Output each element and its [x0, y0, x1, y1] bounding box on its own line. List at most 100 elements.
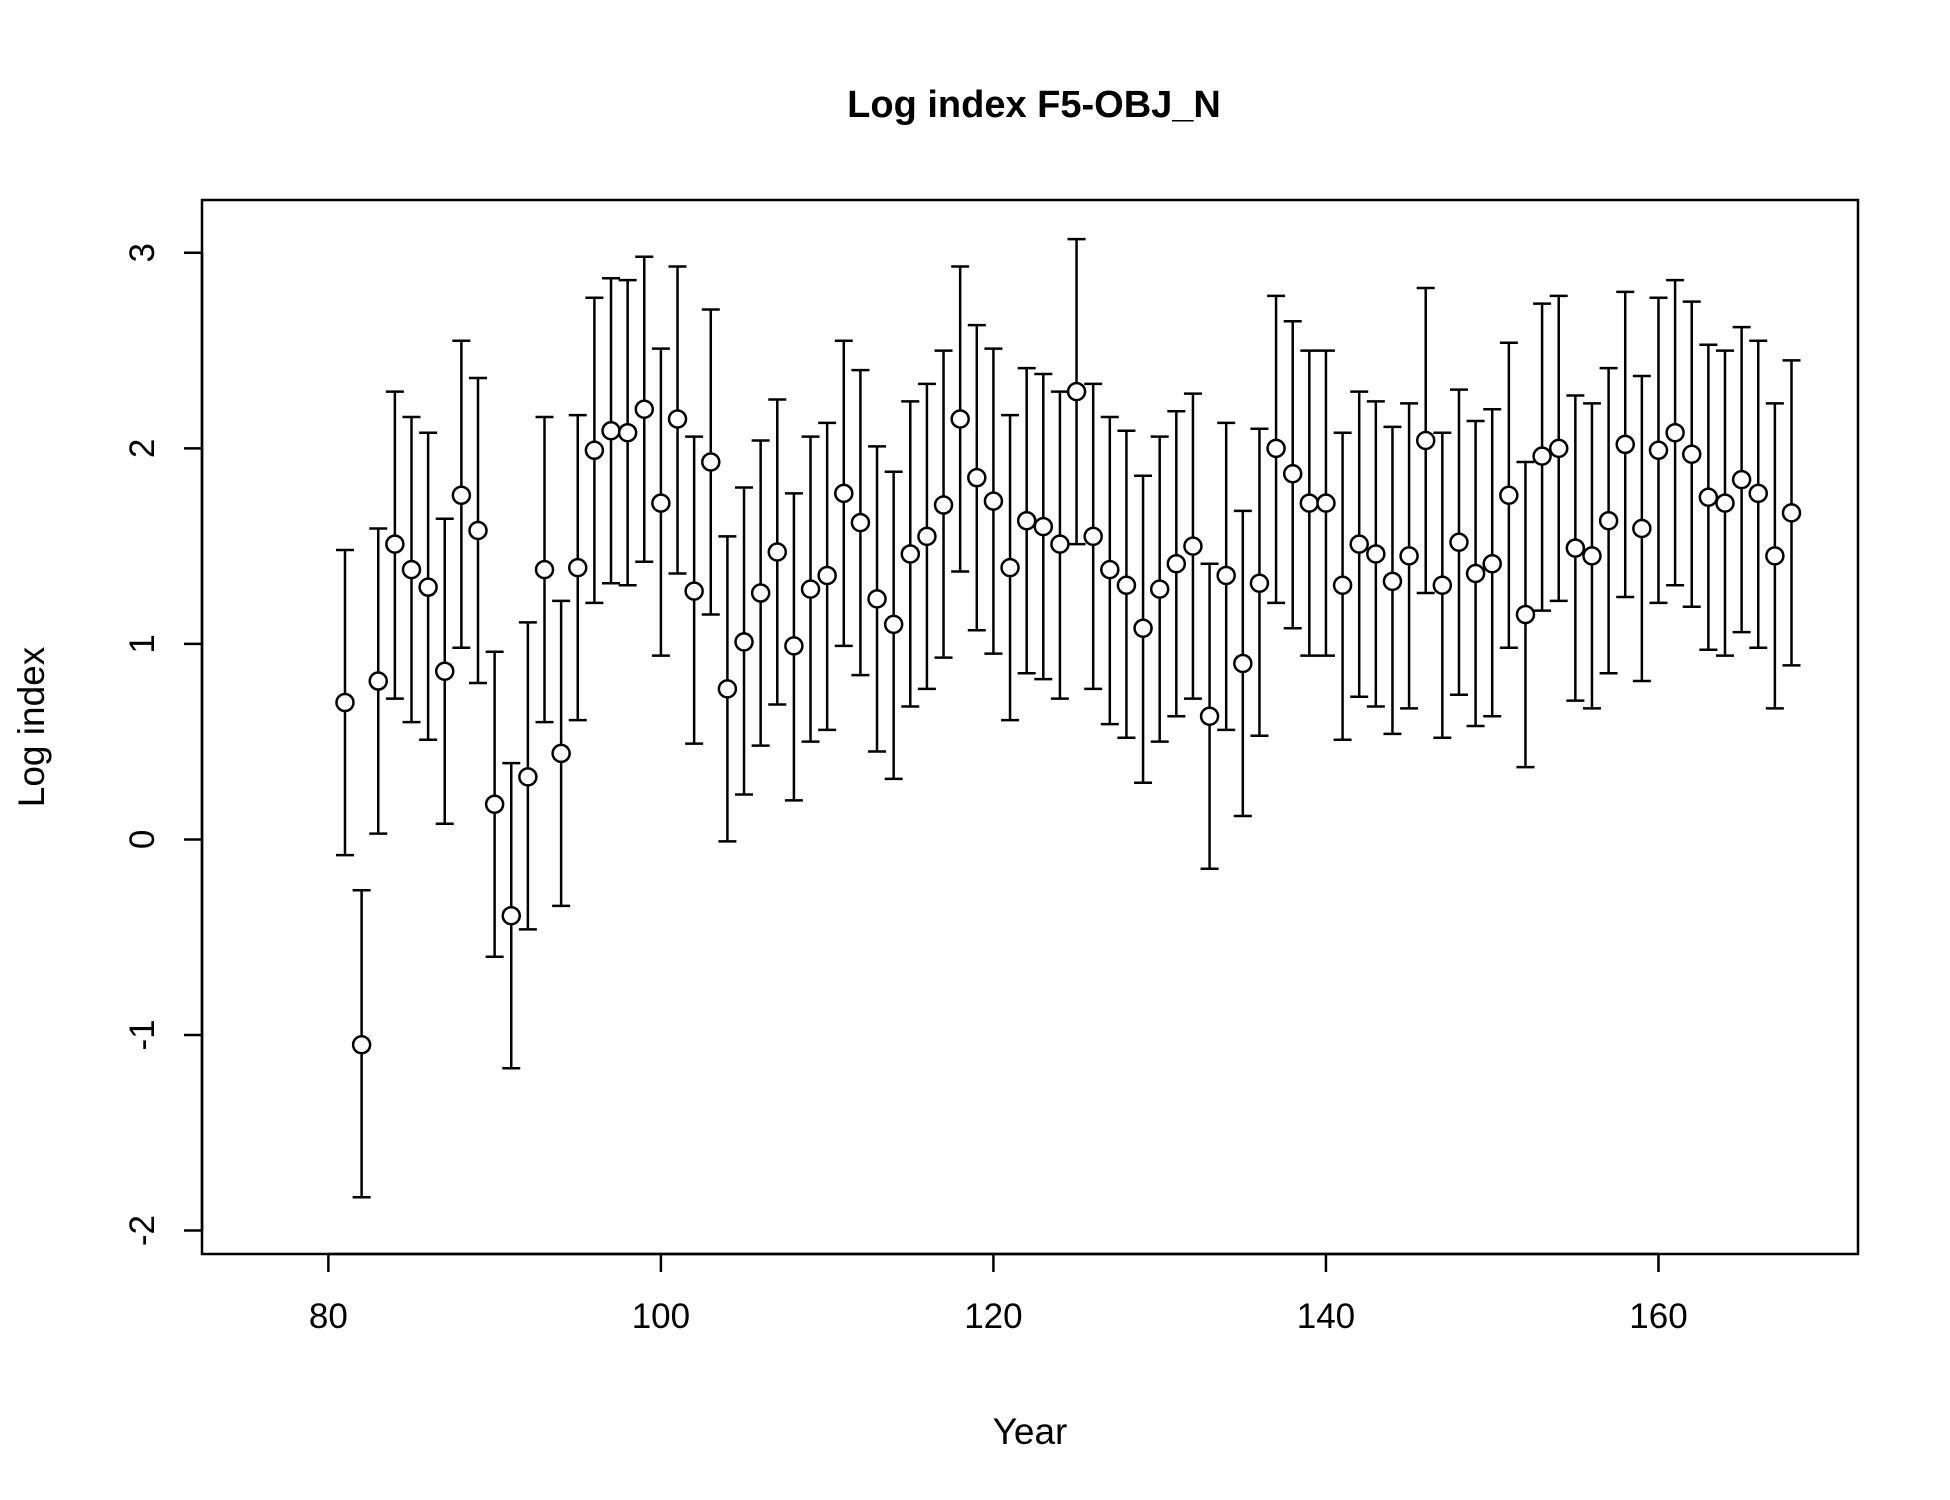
data-point	[518, 767, 538, 787]
y-axis-label: Log index	[11, 646, 52, 807]
data-point	[1100, 559, 1120, 580]
x-tick-label: 160	[1629, 1297, 1687, 1336]
data-point	[1299, 493, 1320, 513]
data-point	[1765, 546, 1785, 566]
data-point	[484, 794, 505, 814]
data-point	[1665, 422, 1685, 443]
data-point	[1000, 557, 1020, 578]
data-point	[850, 512, 871, 533]
data-point	[1382, 571, 1403, 592]
data-point	[1083, 526, 1103, 547]
data-point	[950, 409, 970, 429]
data-point	[967, 467, 987, 488]
data-point	[1066, 381, 1087, 402]
plot-area-frame	[200, 198, 1860, 1256]
data-point	[933, 495, 954, 515]
data-point	[551, 743, 571, 764]
data-point	[767, 542, 788, 562]
data-point	[1548, 438, 1569, 459]
data-point	[1316, 493, 1336, 513]
data-point	[568, 557, 588, 578]
x-tick-label: 140	[1297, 1297, 1355, 1336]
data-point	[1149, 579, 1170, 599]
data-point	[1349, 534, 1369, 554]
data-point	[1449, 532, 1469, 552]
data-point	[617, 422, 638, 443]
x-axis: 80 100 120 140 160	[309, 1252, 1688, 1336]
data-point	[468, 520, 488, 541]
data-points	[335, 381, 1802, 1055]
data-point	[1166, 553, 1187, 574]
data-point	[1249, 573, 1270, 594]
data-point	[651, 493, 671, 513]
data-point	[1016, 510, 1037, 531]
data-point	[451, 485, 472, 506]
data-point	[584, 440, 605, 461]
data-point	[1050, 534, 1070, 554]
data-point	[717, 679, 738, 699]
data-point	[1582, 546, 1602, 566]
data-point	[1731, 469, 1752, 490]
data-point	[1648, 440, 1669, 461]
data-point	[667, 409, 688, 429]
data-point	[368, 671, 388, 691]
y-tick-label: -2	[123, 1215, 162, 1246]
data-point	[1499, 485, 1519, 506]
data-point	[1266, 438, 1286, 459]
data-point	[1183, 536, 1203, 556]
data-point	[434, 661, 455, 682]
data-point	[1366, 544, 1386, 564]
x-tick-label: 120	[964, 1297, 1022, 1336]
y-tick-label: 1	[123, 634, 162, 653]
x-tick-label: 100	[632, 1297, 690, 1336]
data-point	[1133, 618, 1153, 638]
y-tick-label: -1	[123, 1019, 162, 1050]
data-point	[1199, 706, 1220, 726]
data-point	[401, 559, 422, 580]
y-tick-label: 0	[123, 830, 162, 849]
data-point	[800, 579, 821, 599]
data-point	[917, 526, 937, 547]
data-point	[1282, 464, 1303, 484]
data-point	[1632, 518, 1652, 539]
data-point	[418, 577, 438, 597]
data-point	[734, 632, 754, 652]
data-point	[1482, 553, 1502, 574]
data-point	[1033, 516, 1054, 537]
data-point	[1532, 446, 1552, 466]
data-point	[1515, 604, 1536, 625]
data-point	[1598, 510, 1619, 531]
data-point	[900, 544, 921, 564]
data-point	[817, 565, 837, 586]
chart-title: Log index F5-OBJ_N	[847, 84, 1221, 126]
data-point	[1415, 430, 1436, 451]
data-point	[1216, 565, 1236, 586]
data-point	[1465, 563, 1486, 584]
data-point	[750, 583, 771, 603]
data-point	[1615, 434, 1635, 455]
data-point	[1781, 503, 1802, 523]
data-point	[351, 1035, 372, 1055]
y-tick-label: 2	[123, 439, 162, 458]
data-point	[1715, 493, 1735, 513]
data-point	[883, 614, 904, 635]
data-point	[684, 581, 704, 601]
data-point	[534, 559, 555, 580]
data-point	[867, 589, 887, 609]
data-point	[385, 534, 405, 554]
data-point	[335, 692, 355, 713]
data-point	[983, 491, 1004, 511]
x-tick-label: 80	[309, 1297, 348, 1336]
data-point	[1116, 575, 1137, 595]
data-point	[1681, 444, 1702, 464]
data-point	[601, 420, 621, 441]
data-point	[501, 905, 522, 926]
data-point	[1565, 538, 1586, 558]
x-axis-label: Year	[993, 1411, 1068, 1452]
y-tick-label: 3	[123, 243, 162, 262]
data-point	[1698, 487, 1719, 507]
data-point	[701, 452, 721, 472]
data-point	[834, 483, 854, 504]
data-point	[634, 399, 655, 419]
data-point	[1332, 575, 1353, 595]
